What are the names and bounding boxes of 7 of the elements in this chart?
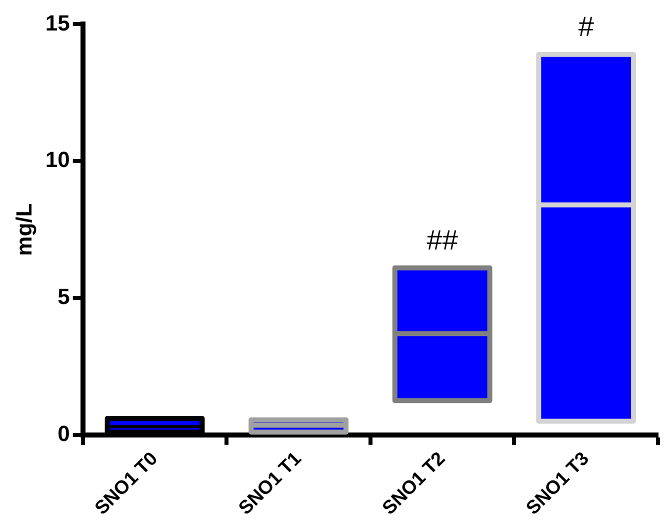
y-axis-title: mg/L <box>11 203 36 256</box>
y-tick-label: 0 <box>58 420 70 446</box>
y-tick-label: 5 <box>58 284 70 310</box>
annotation: ## <box>426 224 458 256</box>
y-tick-label: 10 <box>45 147 70 172</box>
annotation: # <box>578 11 594 42</box>
y-tick-label: 15 <box>45 10 70 36</box>
